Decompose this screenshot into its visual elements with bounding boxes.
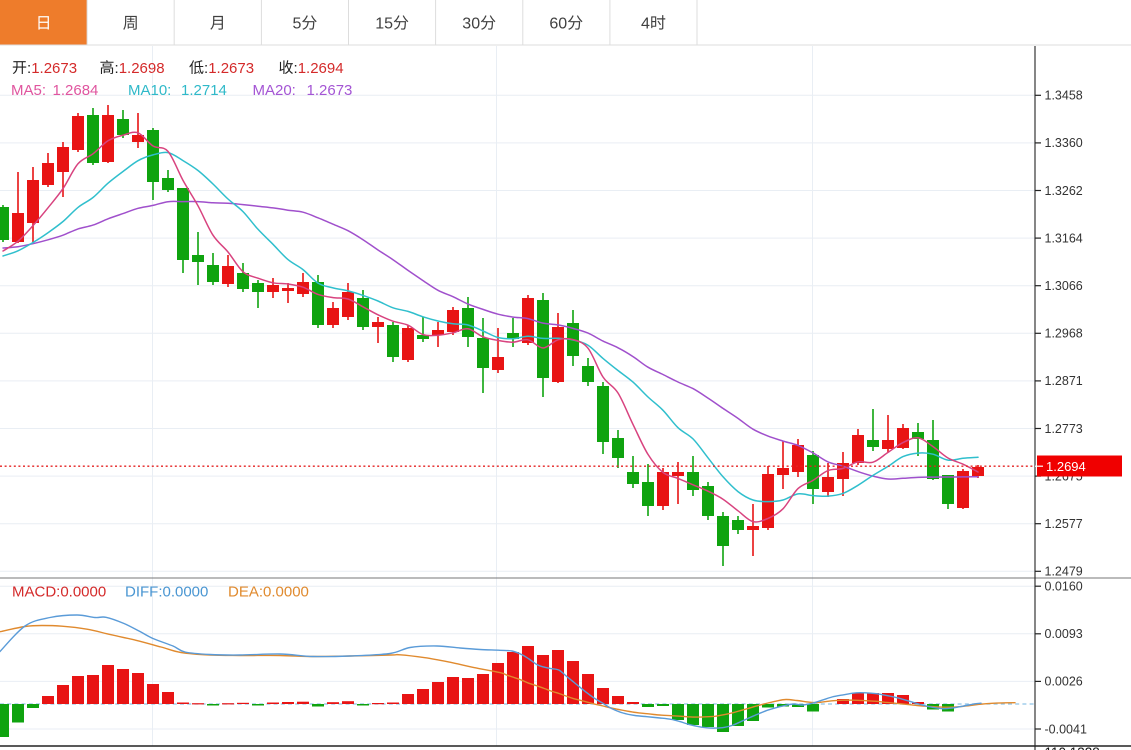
svg-text:1.3164: 1.3164 <box>1045 231 1083 245</box>
svg-text:15: 15 <box>375 16 393 33</box>
svg-text:1.2698: 1.2698 <box>119 60 165 77</box>
svg-text:MA5:: MA5: <box>11 82 46 99</box>
svg-text:110.1328: 110.1328 <box>1045 745 1100 750</box>
svg-text:1.2773: 1.2773 <box>1045 422 1083 436</box>
svg-text:0.0160: 0.0160 <box>1045 580 1083 594</box>
svg-text::: : <box>204 60 208 77</box>
svg-text:1.3360: 1.3360 <box>1045 136 1083 150</box>
svg-text:0.0026: 0.0026 <box>1045 675 1083 689</box>
svg-text:1.3262: 1.3262 <box>1045 184 1083 198</box>
svg-text:0.0093: 0.0093 <box>1045 627 1083 641</box>
svg-text:1.2871: 1.2871 <box>1045 374 1083 388</box>
svg-text:1.2673: 1.2673 <box>307 82 353 99</box>
svg-text:1.3066: 1.3066 <box>1045 279 1083 293</box>
svg-text:5: 5 <box>293 16 302 33</box>
svg-text:MACD:0.0000: MACD:0.0000 <box>12 584 106 601</box>
svg-text:1.2694: 1.2694 <box>298 60 344 77</box>
svg-text::: : <box>294 60 298 77</box>
svg-text:1.2673: 1.2673 <box>31 60 77 77</box>
svg-text:DIFF:0.0000: DIFF:0.0000 <box>125 584 208 601</box>
svg-text:1.2673: 1.2673 <box>208 60 254 77</box>
svg-text::: : <box>115 60 119 77</box>
svg-text:4: 4 <box>641 16 650 33</box>
svg-text:1.2694: 1.2694 <box>1046 459 1086 474</box>
svg-text:1.2714: 1.2714 <box>181 82 227 99</box>
svg-text:1.2577: 1.2577 <box>1045 517 1083 531</box>
svg-text:1.2968: 1.2968 <box>1045 327 1083 341</box>
svg-text:1.2479: 1.2479 <box>1045 565 1083 579</box>
svg-text:30: 30 <box>462 16 480 33</box>
svg-text:MA20:: MA20: <box>253 82 296 99</box>
svg-text::: : <box>27 60 31 77</box>
svg-text:DEA:0.0000: DEA:0.0000 <box>228 584 309 601</box>
svg-text:MA10:: MA10: <box>128 82 171 99</box>
svg-text:-0.0041: -0.0041 <box>1045 722 1087 736</box>
svg-text:1.3458: 1.3458 <box>1045 89 1083 103</box>
svg-text:1.2684: 1.2684 <box>53 82 99 99</box>
svg-text:60: 60 <box>549 16 567 33</box>
